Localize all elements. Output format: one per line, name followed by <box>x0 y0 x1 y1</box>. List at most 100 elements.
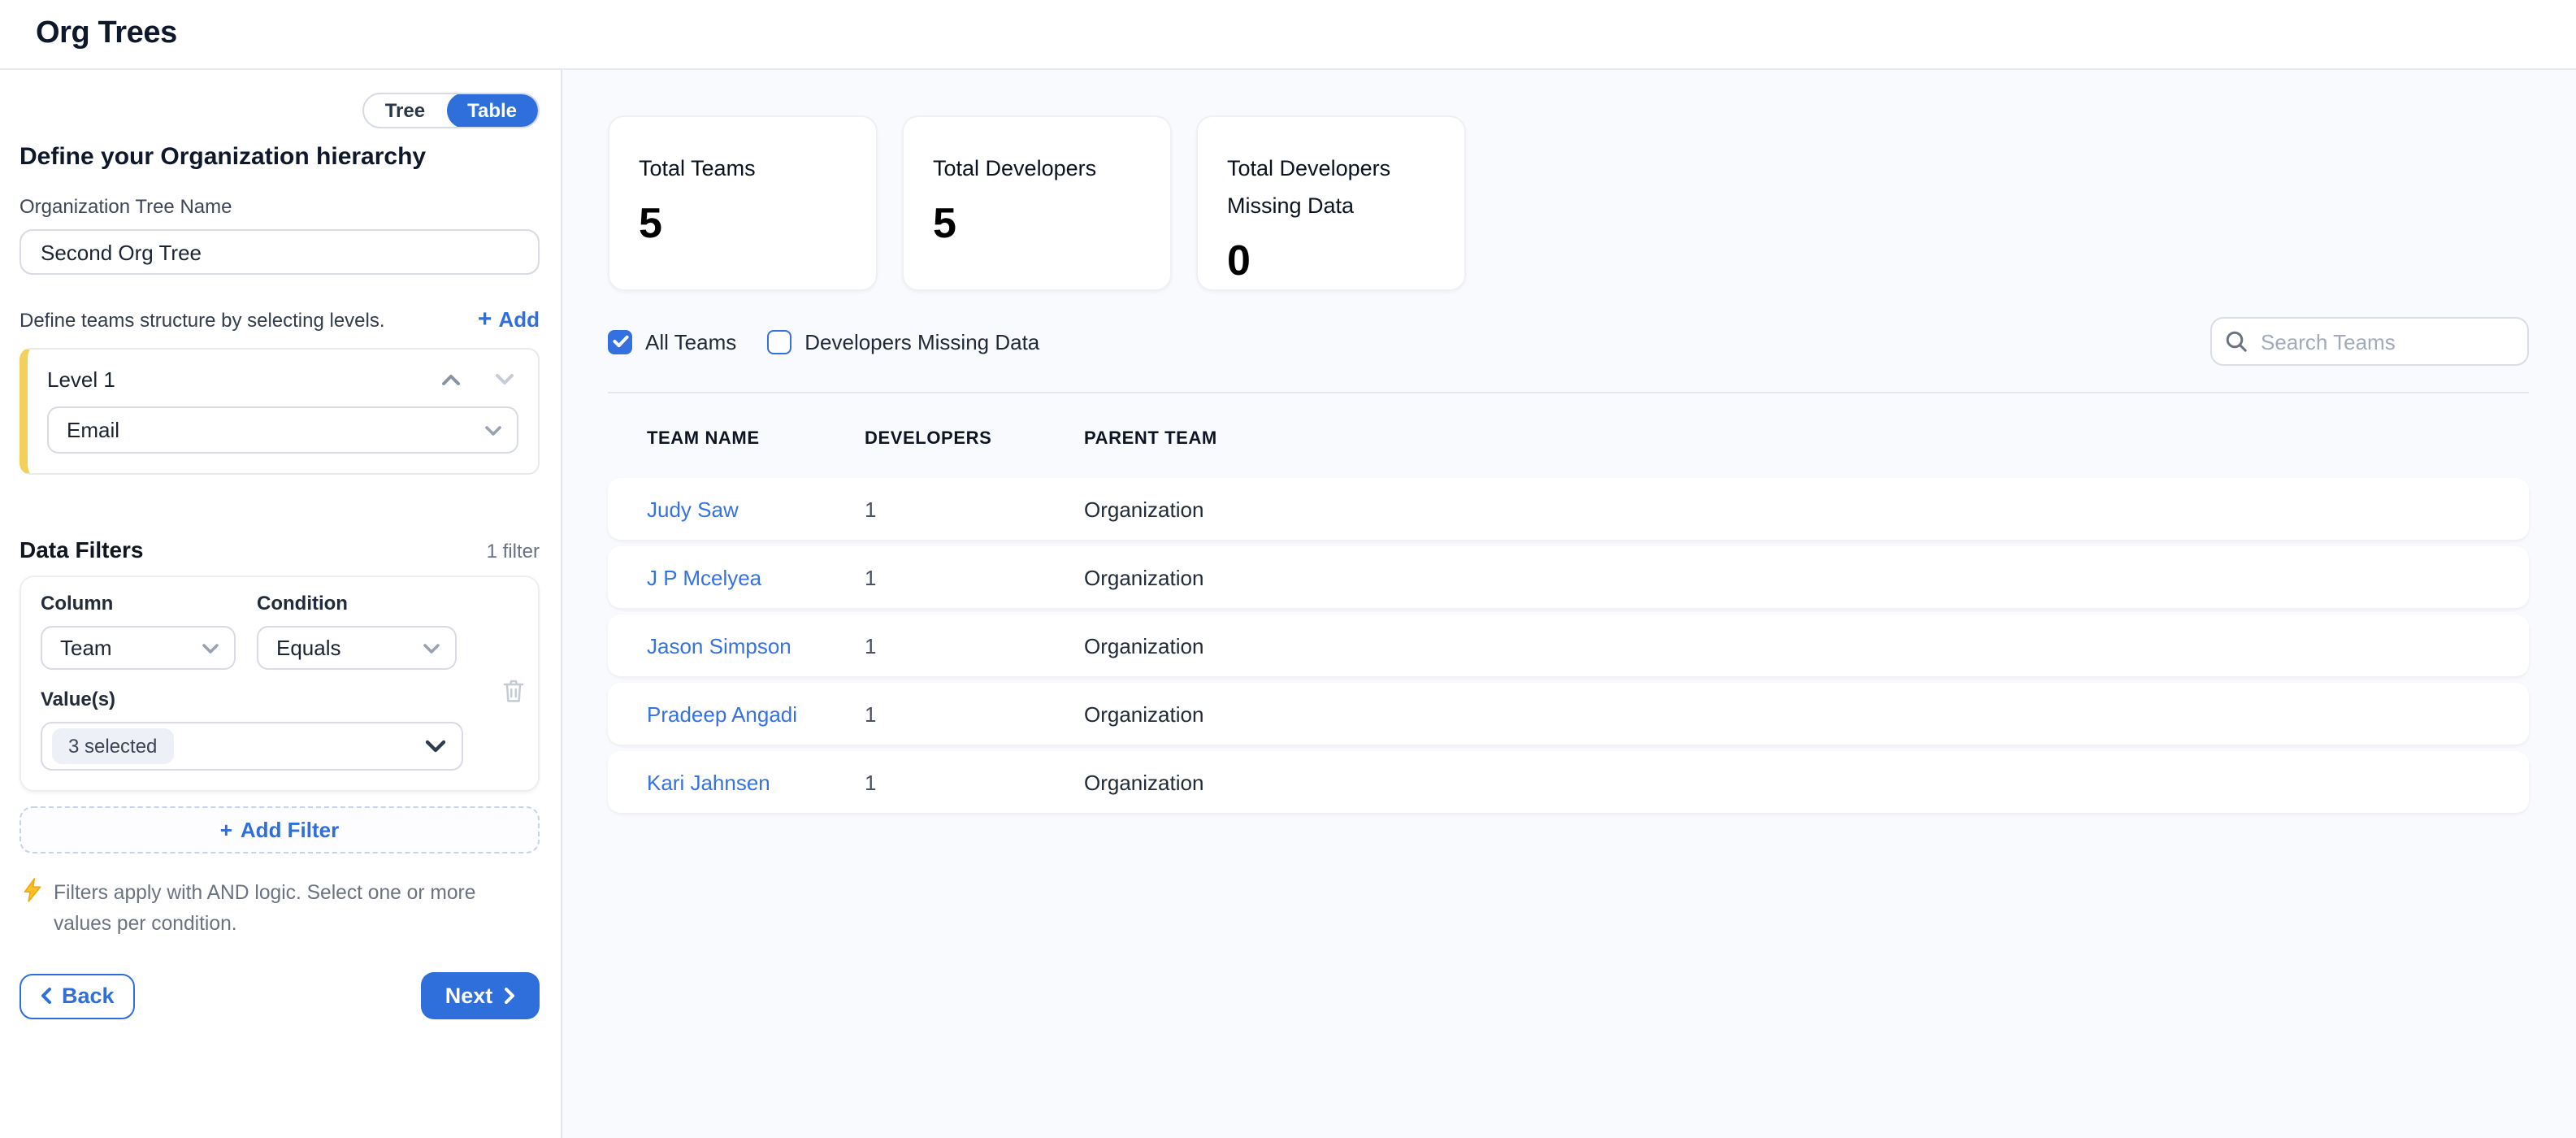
filter-list: Column Team Condition Equals <box>20 576 540 792</box>
checkbox[interactable] <box>608 329 632 354</box>
selected-count-chip: 3 selected <box>52 728 174 764</box>
values-multiselect[interactable]: 3 selected <box>41 722 463 771</box>
level-card: Level 1 Email <box>20 348 540 475</box>
data-filters-title: Data Filters <box>20 536 144 562</box>
chevron-down-icon <box>202 641 219 654</box>
checkbox-item[interactable]: All Teams <box>608 329 736 354</box>
checkbox-item[interactable]: Developers Missing Data <box>767 329 1039 354</box>
add-filter-label: Add Filter <box>240 818 340 842</box>
stat-value: 0 <box>1227 236 1251 285</box>
condition-selected-value: Equals <box>276 636 341 660</box>
delete-filter-button[interactable] <box>502 678 525 704</box>
checkbox-label: Developers Missing Data <box>804 329 1040 354</box>
stat-label: Total Developers <box>933 156 1097 180</box>
sidebar-heading: Define your Organization hierarchy <box>20 143 427 171</box>
table-row: Jason Simpson 1 Organization <box>608 615 2529 676</box>
filter-card: Column Team Condition Equals <box>20 576 540 792</box>
team-name-link[interactable]: Pradeep Angadi <box>647 701 798 726</box>
toggle-tree-option[interactable]: Tree <box>384 99 426 122</box>
page-title: Org Trees <box>36 16 177 50</box>
levels-list: Level 1 Email <box>20 348 540 475</box>
parent-team-cell: Organization <box>1084 633 1204 658</box>
level-title: Level 1 <box>47 367 115 392</box>
checkbox[interactable] <box>767 329 792 354</box>
condition-select[interactable]: Equals <box>257 626 457 670</box>
filter-checkboxes: All Teams Developers Missing Data <box>608 329 1039 354</box>
levels-row: Define teams structure by selecting leve… <box>20 307 540 332</box>
lightning-bolt-icon <box>24 878 41 902</box>
stat-label: Total Teams <box>639 156 756 180</box>
table-row: Kari Jahnsen 1 Organization <box>608 751 2529 813</box>
developers-cell: 1 <box>865 770 877 794</box>
trash-icon <box>503 680 524 702</box>
parent-team-cell: Organization <box>1084 565 1204 589</box>
column-header-team: TEAM NAME <box>647 429 760 449</box>
column-select[interactable]: Team <box>41 626 236 670</box>
level-field-selected-value: Email <box>67 418 120 442</box>
filters-note: Filters apply with AND logic. Select one… <box>20 878 540 940</box>
table-body: Judy Saw 1 Organization J P Mcelyea 1 Or… <box>608 478 2529 813</box>
team-name-link[interactable]: Judy Saw <box>647 497 739 521</box>
table-divider <box>608 392 2529 393</box>
team-name-link[interactable]: Jason Simpson <box>647 633 791 658</box>
stat-value: 5 <box>639 198 662 248</box>
search-box <box>2210 317 2529 366</box>
column-header-parent: PARENT TEAM <box>1084 429 1217 449</box>
levels-hint: Define teams structure by selecting leve… <box>20 308 385 331</box>
table-row: J P Mcelyea 1 Organization <box>608 546 2529 608</box>
check-icon <box>612 335 628 348</box>
tree-name-input[interactable] <box>20 229 540 275</box>
move-up-icon[interactable] <box>440 372 462 387</box>
chevron-down-icon <box>424 739 447 754</box>
level-card-header: Level 1 <box>28 350 538 395</box>
chevron-left-icon <box>41 988 51 1005</box>
column-header-developers: DEVELOPERS <box>865 429 992 449</box>
table-controls: All Teams Developers Missing Data <box>608 317 2529 366</box>
table-row: Pradeep Angadi 1 Organization <box>608 683 2529 745</box>
app-header: Org Trees <box>0 0 2576 70</box>
tree-table-toggle[interactable]: Tree Table <box>362 93 540 128</box>
filter-count-badge: 1 filter <box>486 540 540 562</box>
stats-row: Total Teams 5 Total Developers 5 Total D… <box>608 115 2529 291</box>
next-button[interactable]: Next <box>421 972 540 1020</box>
main-content: Total Teams 5 Total Developers 5 Total D… <box>562 70 2576 1138</box>
developers-cell: 1 <box>865 565 877 589</box>
plus-icon: + <box>219 818 232 842</box>
table-header-row: TEAM NAME DEVELOPERS PARENT TEAM <box>608 393 2529 478</box>
stat-card: Total Teams 5 <box>608 115 878 291</box>
chevron-down-icon <box>484 423 502 437</box>
view-toggle-row: Tree Table <box>20 93 540 128</box>
data-filters-header: Data Filters 1 filter <box>20 536 540 562</box>
stat-label: Total Developers Missing Data <box>1227 156 1391 219</box>
add-filter-button[interactable]: + Add Filter <box>20 806 540 854</box>
developers-cell: 1 <box>865 633 877 658</box>
level-field-select[interactable]: Email <box>47 406 518 454</box>
level-reorder-controls <box>440 372 518 387</box>
parent-team-cell: Organization <box>1084 497 1204 521</box>
condition-label: Condition <box>257 592 348 615</box>
wizard-buttons: Back Next <box>20 972 540 1020</box>
parent-team-cell: Organization <box>1084 701 1204 726</box>
chevron-down-icon <box>423 641 440 654</box>
add-level-label: Add <box>498 307 540 332</box>
search-teams-input[interactable] <box>2210 317 2529 366</box>
stat-card: Total Developers 5 <box>902 115 1172 291</box>
add-level-button[interactable]: + Add <box>478 307 540 332</box>
table-row: Judy Saw 1 Organization <box>608 478 2529 540</box>
plus-icon: + <box>477 306 492 333</box>
team-name-link[interactable]: J P Mcelyea <box>647 565 762 589</box>
tree-name-label: Organization Tree Name <box>20 195 232 218</box>
developers-cell: 1 <box>865 701 877 726</box>
move-down-icon[interactable] <box>494 372 515 387</box>
back-button[interactable]: Back <box>20 973 136 1019</box>
developers-cell: 1 <box>865 497 877 521</box>
next-label: Next <box>445 984 493 1009</box>
parent-team-cell: Organization <box>1084 770 1204 794</box>
chevron-right-icon <box>505 988 515 1005</box>
back-label: Back <box>62 984 115 1009</box>
team-name-link[interactable]: Kari Jahnsen <box>647 770 770 794</box>
checkbox-label: All Teams <box>645 329 737 354</box>
toggle-table-option[interactable]: Table <box>446 94 538 127</box>
stat-card: Total Developers Missing Data 0 <box>1196 115 1466 291</box>
